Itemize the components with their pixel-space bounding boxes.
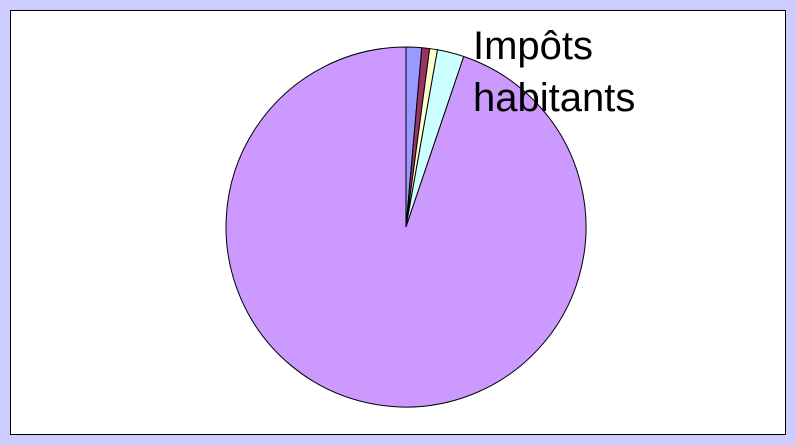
slice-label: Impôts habitants — [473, 24, 636, 120]
pie-slice — [225, 46, 587, 408]
